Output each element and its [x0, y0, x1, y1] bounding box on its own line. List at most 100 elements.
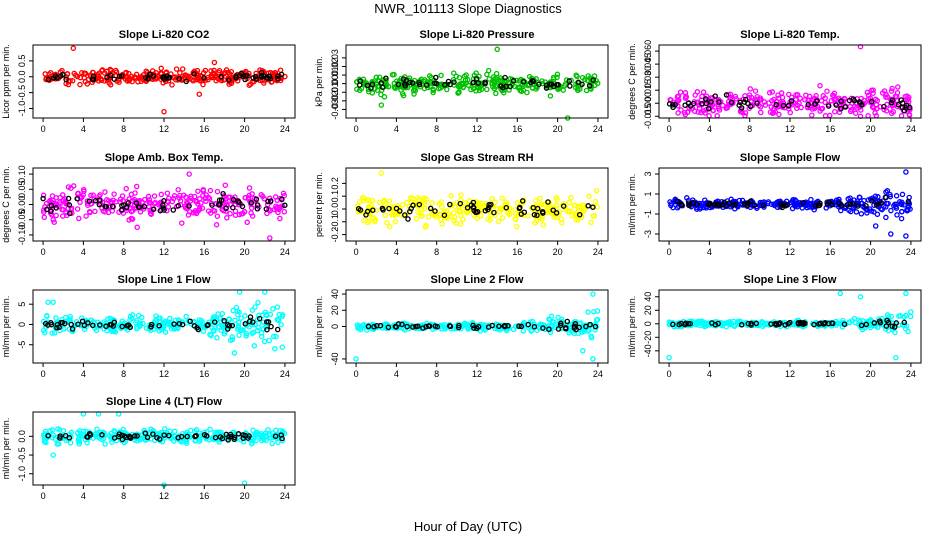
- data-point: [824, 88, 830, 94]
- reference-point: [502, 322, 508, 329]
- reference-point: [520, 79, 527, 85]
- y-tick-label: 0.00: [17, 196, 27, 214]
- reference-point: [571, 323, 578, 329]
- reference-point: [116, 431, 123, 437]
- reference-point: [90, 76, 97, 83]
- data-point: [232, 208, 239, 214]
- data-point: [556, 209, 563, 215]
- x-tick-label: 0: [667, 247, 672, 257]
- y-axis-label: ml/min per min.: [627, 296, 637, 358]
- data-points: [353, 291, 601, 362]
- reference-point: [555, 326, 562, 332]
- reference-point: [500, 84, 506, 91]
- reference-point: [777, 201, 784, 207]
- data-point: [678, 107, 684, 113]
- data-point: [892, 329, 898, 336]
- reference-point: [850, 200, 856, 207]
- data-point: [899, 199, 905, 206]
- data-point: [164, 190, 171, 196]
- data-point: [156, 430, 163, 437]
- data-point: [241, 209, 248, 215]
- data-point: [857, 194, 863, 201]
- reference-point: [855, 203, 861, 209]
- reference-point: [212, 434, 219, 441]
- y-axis-label: kPa per min.: [314, 56, 324, 107]
- data-point: [796, 100, 802, 106]
- data-point: [245, 195, 252, 201]
- reference-point: [829, 202, 835, 208]
- y-tick-label: 0.03: [330, 49, 340, 67]
- data-point: [894, 212, 900, 218]
- data-point: [77, 428, 83, 434]
- data-point: [57, 427, 63, 433]
- data-point: [474, 215, 481, 222]
- data-point: [266, 337, 273, 344]
- data-point: [513, 323, 519, 329]
- reference-point: [482, 81, 488, 87]
- x-tick-label: 16: [199, 124, 209, 134]
- data-point: [492, 199, 498, 206]
- reference-point: [768, 321, 774, 327]
- data-point: [485, 216, 491, 222]
- data-point: [554, 71, 561, 78]
- reference-point: [231, 434, 238, 441]
- reference-point: [278, 71, 285, 78]
- data-point: [84, 440, 90, 446]
- x-tick-label: 16: [512, 247, 522, 257]
- data-point: [211, 67, 217, 74]
- data-point: [134, 224, 140, 231]
- reference-point: [842, 104, 849, 110]
- data-point: [458, 192, 464, 198]
- data-point: [439, 204, 445, 210]
- reference-point: [871, 320, 878, 326]
- reference-point: [265, 319, 272, 325]
- outlier-point: [211, 59, 218, 66]
- data-point: [123, 185, 129, 192]
- reference-point: [432, 80, 438, 86]
- data-point: [430, 89, 436, 96]
- x-tick-label: 0: [667, 124, 672, 134]
- x-tick-label: 12: [785, 247, 795, 257]
- data-point: [158, 65, 164, 72]
- data-point: [864, 89, 871, 96]
- data-point: [841, 95, 848, 102]
- data-point: [249, 191, 255, 197]
- reference-point: [226, 77, 232, 83]
- data-point: [132, 190, 138, 196]
- data-point: [771, 105, 777, 112]
- reference-point: [356, 82, 363, 88]
- reference-point: [109, 203, 116, 210]
- reference-point: [226, 434, 232, 440]
- reference-point: [470, 80, 476, 86]
- data-point: [703, 106, 709, 113]
- data-point: [47, 428, 53, 434]
- reference-point: [405, 216, 411, 222]
- reference-point: [123, 204, 130, 211]
- reference-point: [516, 323, 522, 329]
- reference-point: [738, 322, 745, 328]
- data-point: [356, 198, 363, 205]
- data-point: [251, 343, 258, 349]
- reference-point: [119, 323, 125, 330]
- reference-point: [369, 81, 376, 88]
- data-point: [183, 440, 190, 447]
- y-tick-label: -1.0: [17, 466, 27, 482]
- data-point: [689, 197, 696, 203]
- data-point: [194, 67, 201, 74]
- reference-point: [265, 198, 271, 205]
- reference-point: [451, 79, 457, 85]
- data-point: [486, 76, 492, 82]
- panel-6: Slope Sample Flow ml/min per min. 0 4 8 12 16 2…: [627, 152, 922, 257]
- reference-point: [385, 324, 392, 331]
- reference-point: [825, 320, 832, 327]
- data-point: [244, 219, 250, 226]
- data-point: [675, 110, 681, 116]
- data-point: [230, 307, 236, 314]
- data-point: [188, 195, 194, 201]
- data-point: [594, 204, 601, 210]
- reference-point: [230, 204, 236, 211]
- reference-point: [471, 325, 477, 331]
- data-point: [235, 323, 242, 329]
- panel-5: Slope Gas Stream RH percent per min. 0 4 8 12…: [314, 152, 609, 257]
- data-point: [105, 209, 112, 216]
